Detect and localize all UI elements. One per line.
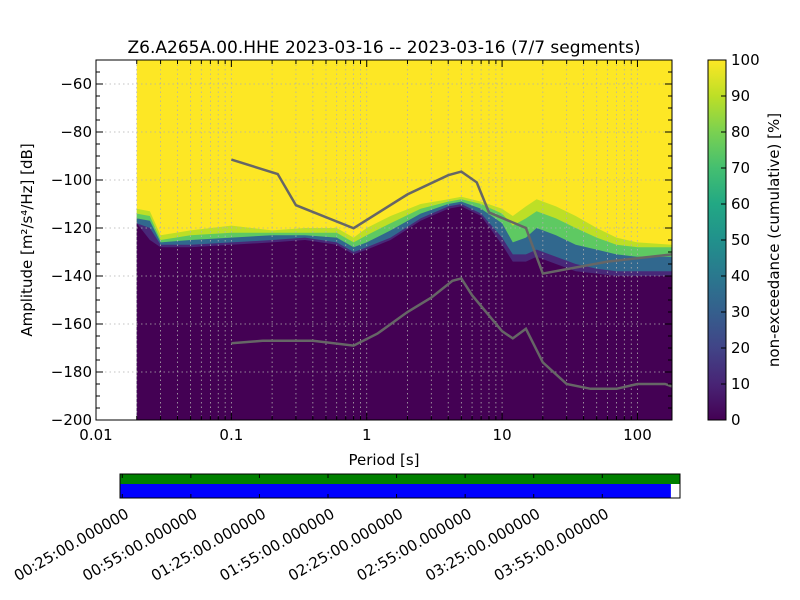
coverage-plot: 00:25:00.00000000:55:00.00000001:25:00.0…	[11, 473, 681, 585]
colorbar-tick-label: 60	[731, 195, 750, 213]
data-coverage-bar	[120, 474, 680, 484]
y-tick-label: −140	[51, 267, 92, 285]
coverage-tick-label: 03:55:00.000000	[491, 505, 612, 585]
y-tick-label: −200	[51, 411, 92, 429]
y-tick-label: −160	[51, 315, 92, 333]
coverage-tick-label: 01:25:00.000000	[148, 505, 269, 585]
x-tick-label: 0.01	[79, 426, 112, 444]
colorbar-tick-label: 10	[731, 375, 750, 393]
coverage-tick-label: 00:25:00.000000	[11, 505, 132, 585]
x-tick-label: 10	[493, 426, 512, 444]
colorbar-tick-label: 50	[731, 231, 750, 249]
coverage-tick-label: 02:55:00.000000	[354, 505, 475, 585]
coverage-bars	[120, 474, 680, 498]
x-tick-label: 1	[362, 426, 372, 444]
x-axis-ticks: 0.01 0.1 1 10 100	[79, 60, 652, 444]
chart-title: Z6.A265A.00.HHE 2023-03-16 -- 2023-03-16…	[128, 38, 641, 58]
colorbar: 0 10 20 30 40 50 60 70 80 90 100	[707, 51, 760, 429]
x-axis-label: Period [s]	[348, 451, 419, 469]
percentile-line-2	[231, 276, 672, 391]
coverage-tick-label: 00:55:00.000000	[79, 505, 200, 585]
y-axis-label: Amplitude [m²/s⁴/Hz] [dB]	[18, 143, 36, 336]
y-tick-label: −180	[51, 363, 92, 381]
used-segments-bar	[120, 484, 671, 498]
colorbar-tick-label: 30	[731, 303, 750, 321]
colorbar-tick-label: 0	[731, 411, 741, 429]
colorbar-tick-label: 80	[731, 123, 750, 141]
colorbar-label: non-exceedance (cumulative) [%]	[765, 113, 783, 367]
colorbar-tick-label: 20	[731, 339, 750, 357]
colorbar-tick-label: 90	[731, 87, 750, 105]
y-tick-label: −120	[51, 219, 92, 237]
y-tick-label: −60	[60, 75, 92, 93]
colorbar-tick-label: 70	[731, 159, 750, 177]
y-axis-ticks: −200 −180 −160 −140 −120 −100 −80 −60	[51, 59, 672, 429]
x-tick-label: 0.1	[219, 426, 243, 444]
percentile-lines	[230, 158, 672, 391]
colorbar-tick-label: 100	[731, 51, 760, 69]
psd-plot: 0.01 0.1 1 10 100 −200 −180 −160 −140 −120 −100 −8…	[51, 59, 673, 444]
coverage-frame	[119, 473, 681, 499]
percentile-line-1	[230, 158, 672, 276]
colorbar-ticks: 0 10 20 30 40 50 60 70 80 90 100	[721, 51, 760, 429]
x-tick-label: 100	[623, 426, 652, 444]
coverage-tick-label: 03:25:00.000000	[422, 505, 543, 585]
colorbar-tick-label: 40	[731, 267, 750, 285]
psd-heatmap	[136, 60, 672, 420]
coverage-tick-label: 01:55:00.000000	[217, 505, 338, 585]
y-tick-label: −100	[51, 171, 92, 189]
coverage-tick-label: 02:25:00.000000	[285, 505, 406, 585]
grid-lines	[96, 60, 672, 420]
y-tick-label: −80	[60, 123, 92, 141]
